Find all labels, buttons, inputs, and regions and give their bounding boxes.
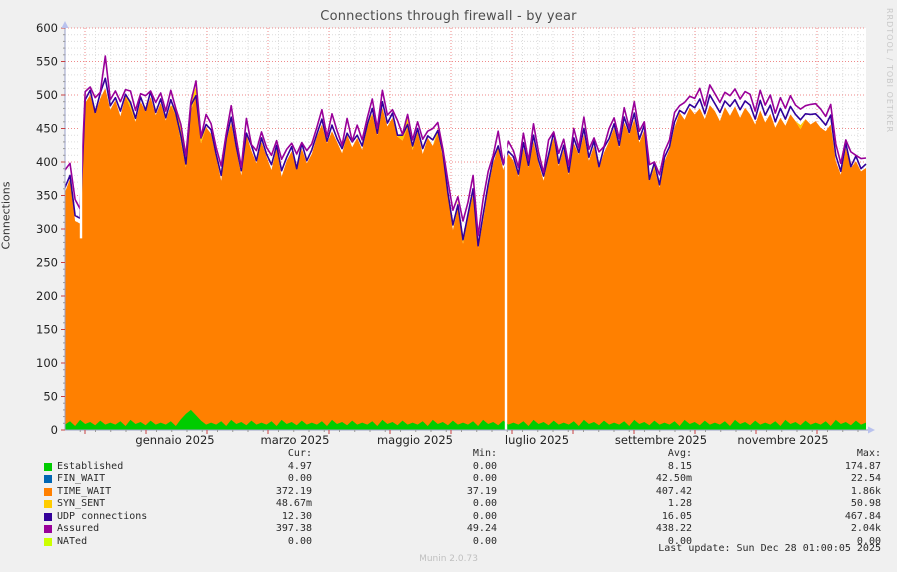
legend-row: UDP connections 12.30 0.00 16.05 467.84 xyxy=(0,511,897,524)
series-line-assured xyxy=(64,55,867,237)
y-tick-label: 50 xyxy=(43,390,58,404)
legend-row: Established 4.97 0.00 8.15 174.87 xyxy=(0,461,897,474)
legend-value-min: 0.00 xyxy=(472,498,497,509)
x-tick-label: marzo 2025 xyxy=(261,433,330,447)
y-tick-label: 0 xyxy=(51,423,58,437)
legend-col-min: Min: xyxy=(472,448,497,459)
legend-label: SYN_SENT xyxy=(57,498,106,509)
legend-swatch xyxy=(44,525,52,533)
y-tick-label: 500 xyxy=(36,88,58,102)
legend-value-cur: 4.97 xyxy=(287,460,312,472)
legend-col-cur: Cur: xyxy=(287,448,312,459)
legend-value-avg: 438.22 xyxy=(655,523,692,534)
legend-value-min: 0.00 xyxy=(472,535,497,547)
legend-swatch xyxy=(44,475,52,483)
legend-value-avg: 42.50m xyxy=(655,473,692,484)
legend-value-min: 0.00 xyxy=(472,510,497,522)
legend-value-avg: 407.42 xyxy=(655,485,692,497)
last-update: Last update: Sun Dec 28 01:00:05 2025 xyxy=(658,543,881,554)
legend-swatch xyxy=(44,462,52,471)
legend-row: SYN_SENT 48.67m 0.00 1.28 50.98 xyxy=(0,498,897,511)
legend-value-cur: 0.00 xyxy=(287,535,312,547)
legend-value-avg: 16.05 xyxy=(661,510,692,522)
legend-row: NATed 0.00 0.00 0.00 0.00 xyxy=(0,536,897,549)
legend-value-cur: 397.38 xyxy=(275,523,312,534)
y-tick-label: 300 xyxy=(36,222,58,236)
legend-value-avg: 1.28 xyxy=(667,498,692,509)
legend-header: Cur: Min: Avg: Max: xyxy=(0,448,897,461)
munin-version: Munin 2.0.73 xyxy=(419,554,478,564)
y-tick-label: 200 xyxy=(36,289,58,303)
legend-value-max: 0.00 xyxy=(856,535,881,547)
y-tick-label: 150 xyxy=(36,323,58,337)
legend-value-max: 174.87 xyxy=(844,460,881,472)
x-axis-arrow xyxy=(868,426,875,434)
y-tick-label: 600 xyxy=(36,21,58,35)
legend-row: Assured 397.38 49.24 438.22 2.04k xyxy=(0,523,897,536)
y-axis-arrow xyxy=(61,21,69,28)
legend-swatch xyxy=(44,537,52,546)
legend-label: Established xyxy=(57,460,124,472)
legend-col-max: Max: xyxy=(856,448,881,459)
legend-label: Assured xyxy=(57,523,100,534)
x-tick-label: gennaio 2025 xyxy=(135,433,214,447)
data-gap xyxy=(79,86,83,239)
legend-swatch xyxy=(44,500,52,508)
legend-row: TIME_WAIT 372.19 37.19 407.42 1.86k xyxy=(0,486,897,499)
legend-value-min: 0.00 xyxy=(472,473,497,484)
legend-value-max: 467.84 xyxy=(844,510,881,522)
legend-value-avg: 0.00 xyxy=(667,535,692,547)
legend-value-max: 1.86k xyxy=(850,485,881,497)
legend-value-max: 2.04k xyxy=(850,523,881,534)
legend-value-min: 49.24 xyxy=(466,523,497,534)
chart-title: Connections through firewall - by year xyxy=(320,9,577,24)
y-tick-label: 400 xyxy=(36,155,58,169)
legend-value-min: 0.00 xyxy=(472,460,497,472)
legend-swatch xyxy=(44,487,52,496)
legend-value-max: 50.98 xyxy=(850,498,881,509)
y-tick-label: 450 xyxy=(36,122,58,136)
legend-label: TIME_WAIT xyxy=(57,485,112,497)
legend-value-cur: 0.00 xyxy=(287,473,312,484)
y-tick-label: 550 xyxy=(36,55,58,69)
legend-label: FIN_WAIT xyxy=(57,473,106,484)
legend-value-cur: 372.19 xyxy=(275,485,312,497)
legend-value-min: 37.19 xyxy=(466,485,497,497)
legend-label: NATed xyxy=(57,535,88,547)
legend: Cur: Min: Avg: Max: Established 4.97 0.0… xyxy=(0,448,897,548)
x-tick-label: settembre 2025 xyxy=(615,433,707,447)
x-tick-label: luglio 2025 xyxy=(505,433,569,447)
rrdtool-watermark: RRDTOOL / TOBI OETIKER xyxy=(885,8,894,134)
legend-swatch xyxy=(44,512,52,521)
legend-value-avg: 8.15 xyxy=(667,460,692,472)
legend-value-cur: 12.30 xyxy=(281,510,312,522)
legend-rows: Established 4.97 0.00 8.15 174.87 FIN_WA… xyxy=(0,461,897,549)
series-area-time_wait xyxy=(65,88,866,431)
legend-col-avg: Avg: xyxy=(667,448,692,459)
x-tick-label: novembre 2025 xyxy=(737,433,828,447)
series-area-established xyxy=(65,409,866,430)
x-tick-label: maggio 2025 xyxy=(377,433,453,447)
data-gap xyxy=(504,135,508,430)
y-tick-label: 100 xyxy=(36,356,58,370)
legend-label: UDP connections xyxy=(57,510,148,522)
y-tick-label: 250 xyxy=(36,256,58,270)
legend-row: FIN_WAIT 0.00 0.00 42.50m 22.54 xyxy=(0,473,897,486)
y-tick-label: 350 xyxy=(36,189,58,203)
legend-value-max: 22.54 xyxy=(850,473,881,484)
legend-value-cur: 48.67m xyxy=(275,498,312,509)
